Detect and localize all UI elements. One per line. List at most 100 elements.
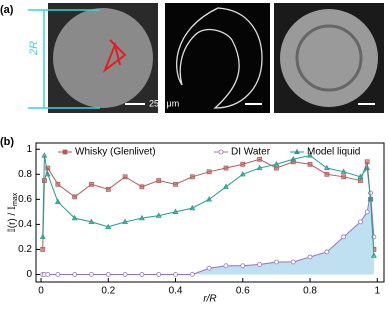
marker	[240, 161, 246, 167]
marker	[71, 214, 78, 221]
marker	[206, 169, 212, 175]
dimension-arrow	[28, 9, 100, 109]
marker	[40, 247, 46, 252]
marker	[367, 196, 374, 202]
y-axis-label: 𝕀(r) / 𝕀max	[7, 192, 19, 232]
marker	[206, 265, 212, 271]
marker	[307, 152, 314, 158]
legend-entry: DI Water	[214, 147, 271, 158]
marker	[122, 174, 128, 180]
marker	[307, 254, 313, 260]
legend-label: DI Water	[231, 147, 271, 158]
marker	[257, 262, 262, 267]
marker	[189, 272, 195, 277]
marker	[223, 263, 229, 269]
marker	[358, 219, 363, 225]
dimension-label: 2R	[28, 41, 40, 56]
legend-marker	[218, 149, 224, 155]
marker	[105, 186, 111, 192]
marker	[45, 165, 51, 171]
marker	[370, 252, 377, 258]
marker	[341, 234, 347, 240]
marker	[122, 272, 128, 277]
panel-label: (b)	[0, 136, 14, 148]
marker	[105, 223, 112, 230]
marker	[206, 196, 213, 202]
marker	[364, 159, 370, 165]
marker	[273, 160, 280, 167]
x-tick-label: 0.6	[236, 286, 250, 297]
marker	[72, 272, 78, 277]
marker	[239, 170, 246, 177]
marker	[55, 272, 61, 277]
legend-marker	[62, 149, 68, 155]
marker	[173, 272, 178, 277]
y-tick-label: 0.8	[18, 169, 32, 180]
x-tick-label: 1	[374, 286, 380, 297]
marker	[139, 272, 145, 277]
marker	[323, 164, 330, 171]
marker	[172, 208, 179, 214]
scale-label: 250 μm	[149, 98, 179, 108]
marker	[156, 272, 162, 277]
legend-symbol	[62, 149, 68, 155]
droplet	[176, 7, 263, 109]
y-tick-label: 0.4	[18, 219, 32, 230]
marker	[89, 181, 94, 187]
x-axis-label: r/R	[203, 294, 216, 304]
marker	[364, 164, 371, 171]
plot-frame	[35, 142, 385, 283]
series-markers	[40, 156, 377, 252]
marker	[290, 259, 296, 265]
legend-label: Model liquid	[307, 147, 360, 158]
marker	[155, 212, 162, 218]
marker	[138, 214, 145, 221]
marker	[324, 171, 330, 177]
x-tick-label: 0.2	[101, 286, 115, 297]
x-tick-label: 0.8	[303, 286, 317, 297]
marker	[139, 184, 145, 190]
droplet	[280, 9, 378, 107]
series-markers	[39, 152, 377, 258]
y-tick-label: 1	[26, 144, 32, 155]
marker	[44, 170, 51, 177]
image	[165, 3, 270, 113]
y-axis-label-main: 𝕀(r) / 𝕀	[7, 206, 18, 232]
marker	[39, 233, 46, 240]
series-markers	[40, 190, 377, 277]
y-axis-label-sub: max	[12, 192, 19, 206]
deposit	[102, 39, 127, 73]
marker	[72, 194, 78, 200]
marker	[368, 190, 373, 196]
marker	[55, 181, 61, 187]
marker	[274, 259, 279, 265]
area	[42, 193, 374, 275]
legend-symbol	[294, 148, 300, 155]
marker	[357, 173, 364, 179]
marker	[54, 198, 61, 204]
legend-symbol	[218, 149, 224, 155]
marker	[256, 164, 263, 171]
legend-entry: Whisky (Glenlivet)	[58, 147, 156, 158]
y-tick-label: 0	[26, 269, 32, 280]
marker	[222, 183, 229, 189]
marker	[173, 181, 178, 187]
legend-label: Whisky (Glenlivet)	[75, 147, 156, 158]
marker	[156, 178, 162, 183]
marker	[341, 174, 347, 180]
marker	[307, 161, 313, 167]
x-tick-label: 0.4	[169, 286, 183, 297]
marker	[45, 272, 51, 277]
marker	[290, 155, 297, 162]
marker	[122, 218, 129, 224]
marker	[240, 263, 246, 269]
marker	[274, 165, 279, 171]
droplet	[53, 8, 153, 108]
y-tick-label: 0.2	[18, 244, 32, 255]
panel-label: (a)	[0, 4, 14, 16]
x-tick-label: 0	[38, 286, 44, 297]
marker	[189, 204, 196, 211]
y-tick-label: 0.6	[18, 194, 32, 205]
marker	[340, 168, 347, 174]
